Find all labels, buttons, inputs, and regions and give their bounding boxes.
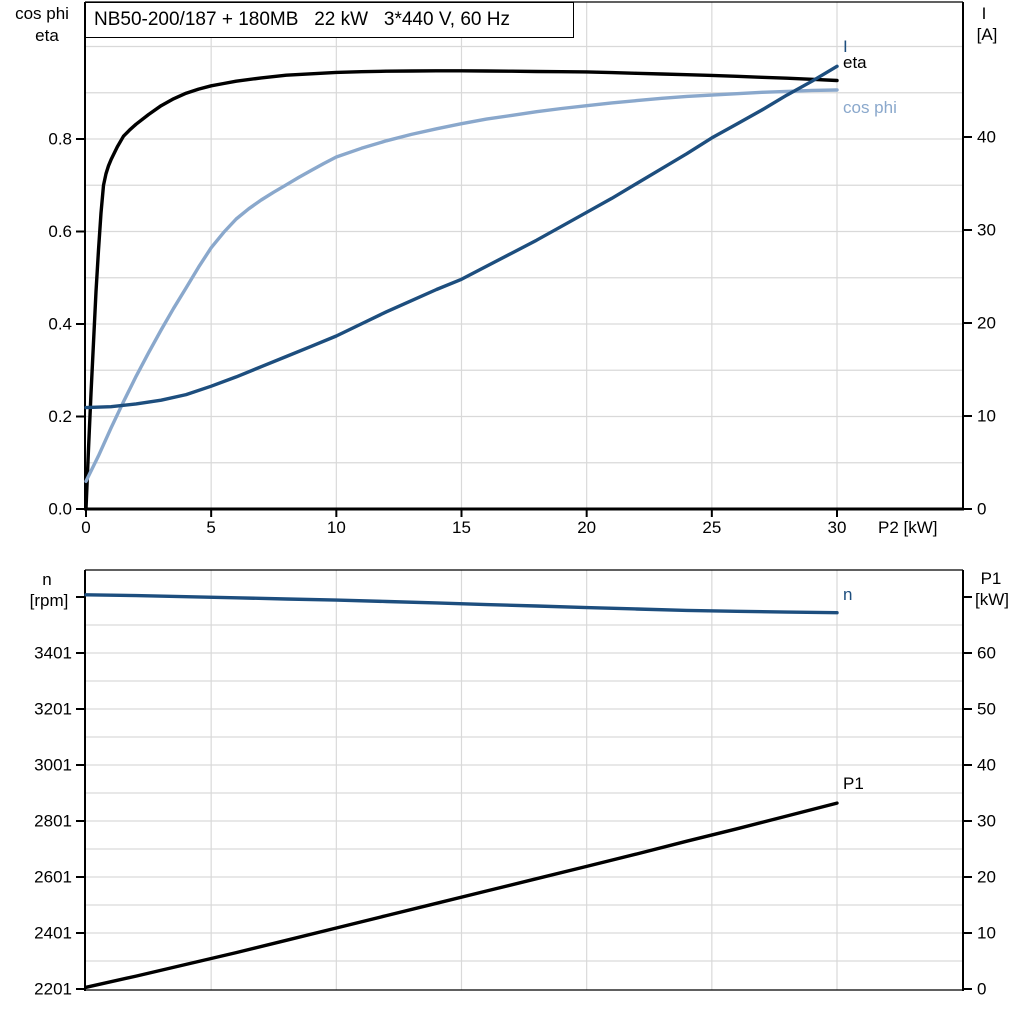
right-tick-label: 40 [977,128,996,147]
I-curve [84,64,839,410]
x-tick-label: 25 [702,518,721,537]
x-tick-label: 0 [81,518,90,537]
speed-curve-label: n [843,585,853,604]
left-tick-label: 3401 [34,644,72,663]
left-tick-label: 0.0 [48,500,72,519]
right-tick-label: 20 [977,868,996,887]
x-tick-label: 10 [327,518,346,537]
right-tick-label: 50 [977,700,996,719]
left-tick-label: 3001 [34,756,72,775]
left-tick-label: 2401 [34,924,72,943]
right-tick-label: 0 [977,500,986,519]
left-tick-label: 3201 [34,700,72,719]
right-tick-label: 60 [977,644,996,663]
x-tick-label: 20 [577,518,596,537]
x-tick-label: 5 [206,518,215,537]
bottom-right-axis-header-unit: [kW] [975,590,1009,609]
right-tick-label: 20 [977,314,996,333]
x-tick-label: 15 [452,518,471,537]
top-right-axis-header-unit: [A] [976,25,998,44]
bottom-left-axis-header-unit: [rpm] [29,591,69,610]
left-tick-label: 2201 [34,980,72,999]
right-tick-label: 10 [977,407,996,426]
current-curve-label: I [843,37,848,56]
n-curve [84,593,839,615]
P1-curve [84,801,839,989]
bottom-right-axis-header-p1: P1 [980,569,1002,588]
top-left-axis-header-cosphi: cos phi [15,4,69,23]
right-tick-label: 40 [977,756,996,775]
right-tick-label: 0 [977,980,986,999]
left-tick-label: 0.4 [48,315,72,334]
p1-curve-label: P1 [843,774,864,793]
right-tick-label: 30 [977,221,996,240]
cos-phi-curve-label: cos phi [843,98,897,117]
cos-phi-curve [84,88,839,483]
eta-curve-label: eta [843,53,867,72]
left-tick-label: 0.2 [48,407,72,426]
x-tick-label: 30 [828,518,847,537]
left-tick-label: 2801 [34,812,72,831]
bottom-left-axis-header-n: n [42,570,52,589]
right-tick-label: 30 [977,812,996,831]
left-tick-label: 2601 [34,868,72,887]
right-tick-label: 10 [977,924,996,943]
x-axis-label: P2 [kW] [878,518,938,537]
left-tick-label: 0.6 [48,222,72,241]
eta-curve [84,69,839,511]
top-right-axis-header-i: I [981,4,987,23]
top-left-axis-header-eta: eta [35,26,59,45]
chart-title-box: NB50-200/187 + 180MB 22 kW 3*440 V, 60 H… [85,2,574,38]
chart-title: NB50-200/187 + 180MB 22 kW 3*440 V, 60 H… [94,9,510,30]
left-tick-label: 0.8 [48,130,72,149]
